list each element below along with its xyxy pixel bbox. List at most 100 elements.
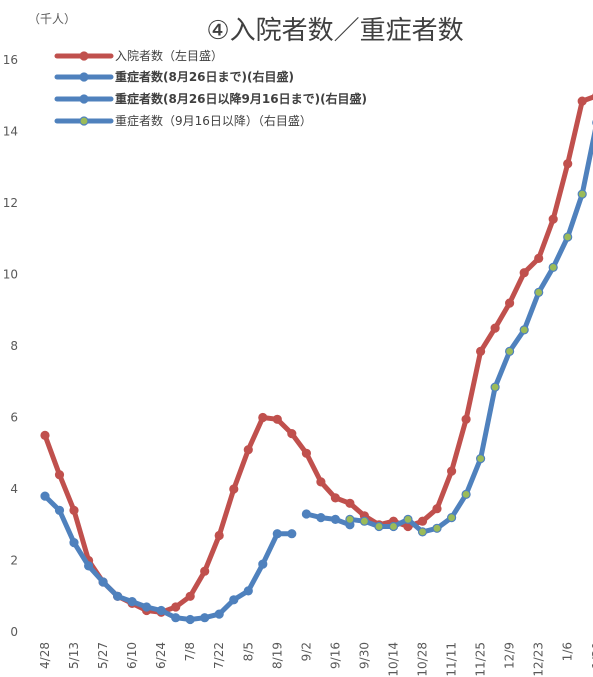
series-3-point — [330, 514, 340, 525]
x-tick-label: 12/23 — [532, 642, 546, 677]
series-1-point — [447, 466, 457, 476]
series-2-point — [54, 505, 65, 515]
legend-label: 重症者数（9月16日以降）（右目盛） — [115, 113, 312, 128]
series-2-point — [200, 613, 210, 623]
series-2-point — [69, 537, 79, 548]
series-4-point — [490, 382, 500, 392]
series-1-point — [345, 498, 355, 508]
x-tick-label: 8/5 — [241, 642, 255, 661]
x-tick-label: 12/9 — [503, 642, 517, 669]
series-1-point — [40, 430, 50, 440]
series-4-point — [374, 521, 384, 532]
x-tick-label: 11/11 — [445, 642, 459, 677]
series-1-point — [534, 253, 544, 263]
series-1-point — [272, 414, 282, 424]
series-1-point — [417, 516, 428, 526]
legend-swatch-marker — [79, 72, 89, 82]
series-4-point — [359, 516, 369, 526]
series-3-line — [303, 511, 353, 528]
series-1-point — [330, 493, 340, 503]
series-1-point — [432, 504, 442, 514]
series-2-point — [258, 559, 268, 569]
series-2-point — [83, 561, 94, 571]
series-1-point — [505, 298, 515, 308]
series-1-point — [316, 477, 326, 487]
y-tick-label: 8 — [10, 339, 18, 353]
x-tick-label: 8/19 — [270, 642, 284, 669]
y-tick-label: 14 — [3, 125, 18, 139]
y-tick-label: 2 — [10, 554, 18, 568]
y-tick-label: 16 — [3, 53, 18, 67]
legend-label: 重症者数(8月26日まで)(右目盛) — [115, 69, 294, 84]
series-1-point — [519, 268, 529, 278]
x-tick-label: 5/13 — [67, 642, 81, 669]
x-tick-label: 11/25 — [474, 642, 488, 677]
series-4-point — [577, 189, 587, 199]
series-1-point — [301, 448, 311, 458]
series-2-point — [127, 596, 137, 607]
series-2-point — [229, 595, 239, 605]
x-tick-label: 1/20 — [590, 642, 593, 669]
x-tick-label: 9/16 — [328, 642, 342, 669]
legend-swatch-marker — [79, 116, 89, 126]
series-2-point — [287, 529, 297, 539]
series-4-point — [519, 325, 529, 335]
series-1-point — [548, 214, 558, 224]
legend: 入院者数（左目盛） 重症者数(8月26日まで)(右目盛) 重症者数(8月26日以降9… — [54, 48, 367, 128]
series-1-point — [229, 484, 239, 494]
series-4-point — [345, 514, 355, 525]
series-2-point — [112, 591, 123, 601]
series-1-point — [563, 159, 573, 169]
series-4-point — [476, 454, 486, 464]
series-4-line — [347, 128, 593, 535]
series-4-point — [461, 489, 471, 499]
series-2-point — [156, 605, 166, 616]
series-4-point — [417, 527, 428, 537]
legend-label: 重症者数(8月26日以降9月16日まで)(右目盛) — [115, 91, 367, 106]
legend-item-4: 重症者数（9月16日以降）（右目盛） — [54, 113, 312, 128]
legend-item-3: 重症者数(8月26日以降9月16日まで)(右目盛) — [54, 91, 367, 106]
y-tick-label: 0 — [10, 625, 18, 639]
series-2-point — [171, 613, 181, 623]
series-1-point — [490, 323, 500, 333]
series-4-point — [505, 346, 515, 356]
series-1-point — [200, 566, 210, 576]
series-1-point — [577, 96, 587, 106]
series-2-point — [185, 614, 195, 625]
series-2-point — [40, 491, 50, 501]
x-tick-label: 4/28 — [38, 642, 52, 669]
series-2-point — [214, 609, 224, 619]
x-tick-label: 1/6 — [561, 642, 575, 661]
series-2 — [40, 491, 297, 625]
y-tick-label: 10 — [3, 268, 18, 282]
series-1-point — [171, 602, 181, 612]
series-4-point — [447, 512, 457, 523]
series-2-point — [98, 577, 108, 587]
x-tick-label: 6/24 — [154, 642, 168, 669]
legend-label: 入院者数（左目盛） — [115, 48, 223, 63]
series-1-point — [54, 470, 65, 480]
y-tick-label: 6 — [10, 411, 18, 425]
x-tick-label: 7/8 — [183, 642, 197, 661]
series-1-point — [69, 505, 79, 515]
legend-swatch-marker — [79, 51, 89, 61]
x-tick-label: 6/10 — [125, 642, 139, 669]
series-1-point — [258, 412, 268, 423]
series-1-point — [185, 591, 195, 601]
series-2-line — [42, 493, 295, 622]
y-tick-label: 4 — [10, 482, 18, 496]
x-tick-label: 5/27 — [96, 642, 110, 669]
series-1-point — [461, 414, 471, 424]
series-1-point — [243, 445, 253, 455]
y-tick-label: 12 — [3, 196, 18, 210]
x-tick-label: 10/14 — [386, 642, 400, 677]
x-tick-label: 9/30 — [357, 642, 371, 669]
x-tick-label: 7/22 — [212, 642, 226, 669]
series-4 — [345, 120, 593, 537]
series-4-point — [548, 262, 558, 272]
x-tick-label: 10/28 — [416, 642, 430, 677]
series-4-point — [388, 521, 399, 532]
series-4-point — [534, 287, 544, 297]
series-2-point — [272, 529, 282, 539]
